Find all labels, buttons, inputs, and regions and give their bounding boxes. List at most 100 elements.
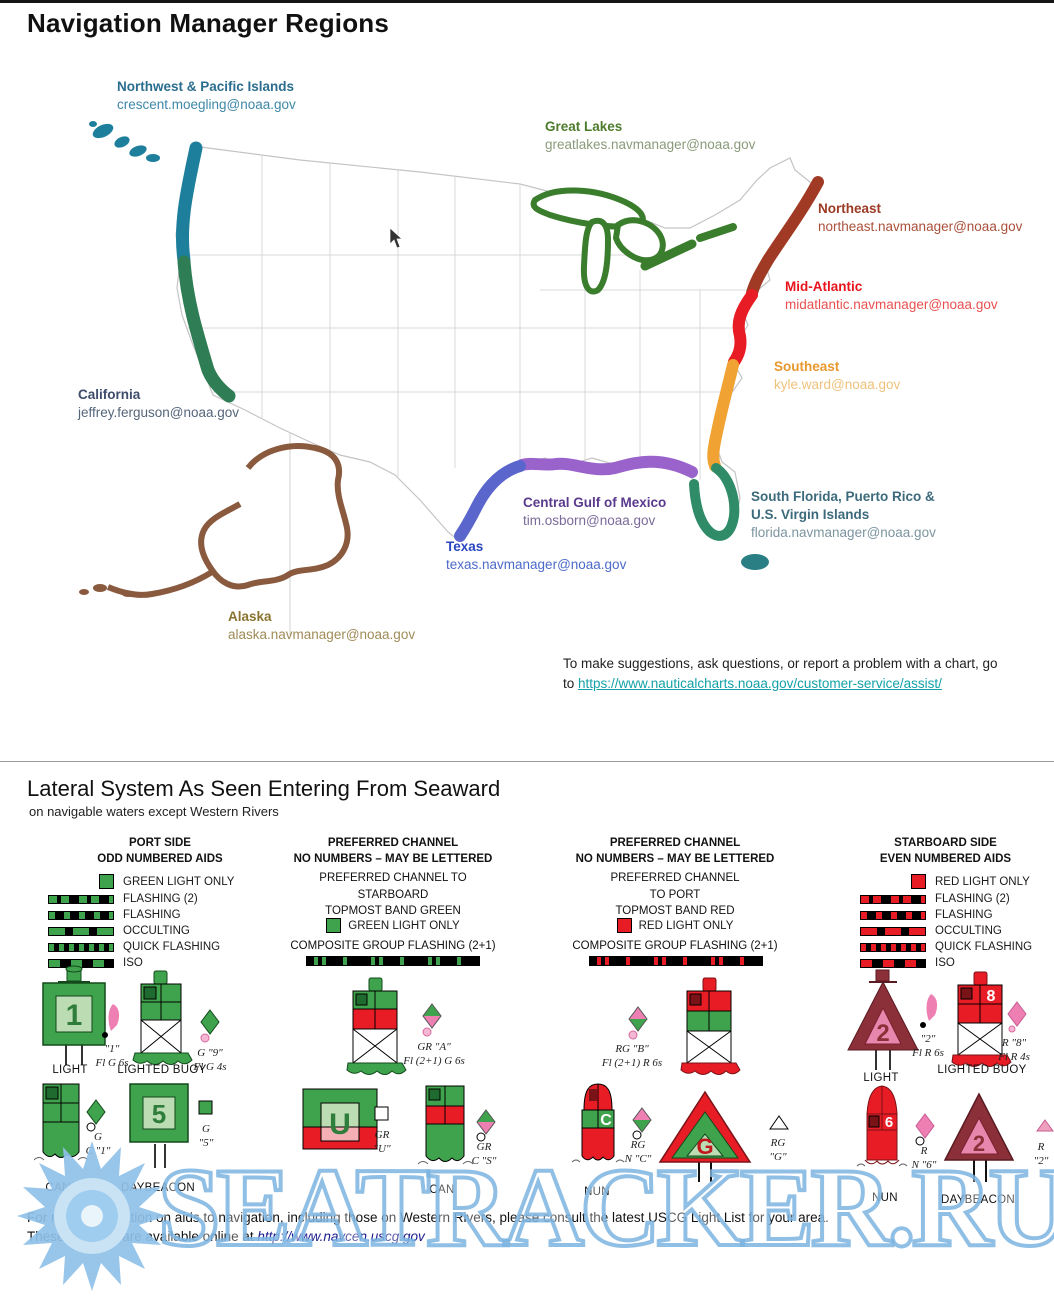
footer-info: For more information on aids to navigati…: [27, 1210, 829, 1244]
region-label-mid-atlantic: Mid-Atlantic midatlantic.navmanager@noaa…: [785, 279, 998, 312]
chart-symbol-label: RG "G": [769, 1137, 787, 1164]
preferred-starboard-daybeacon-figure: U: [302, 1088, 378, 1150]
chart-symbol-label: "1" Fl G 6s: [95, 1043, 129, 1070]
region-label-central-gulf: Central Gulf of Mexico tim.osborn@noaa.g…: [523, 495, 667, 528]
region-label-california: California jeffrey.ferguson@noaa.gov: [78, 387, 240, 420]
map-region-central-gulf: [516, 455, 698, 478]
port-daybeacon-figure: 5: [129, 1083, 189, 1168]
region-email[interactable]: florida.navmanager@noaa.gov: [751, 524, 936, 540]
mouse-cursor: [389, 227, 403, 249]
port-light-figure: 1: [42, 965, 106, 1065]
chart-symbol-daybeacon: [374, 1106, 389, 1121]
map-region-great-lakes: [530, 187, 737, 295]
assist-link[interactable]: https://www.nauticalcharts.noaa.gov/cust…: [578, 675, 942, 691]
region-email[interactable]: northeast.navmanager@noaa.gov: [818, 218, 1023, 234]
red-light-swatch: [911, 874, 926, 889]
map-region-southeast: [707, 359, 739, 472]
chart-symbol-nun: [915, 1113, 935, 1146]
chart-symbol-label: "2" Fl R 6s: [912, 1033, 944, 1060]
chart-symbol-light: [920, 994, 938, 1028]
figure-caption: NUN: [584, 1186, 610, 1198]
navcen-link[interactable]: http://www.navcen.uscg.gov: [257, 1228, 425, 1244]
map-region-california: [177, 255, 236, 403]
chart-symbol-label: GR "U": [373, 1129, 391, 1156]
svg-text:1: 1: [66, 999, 83, 1032]
occulting-bar: [48, 926, 114, 936]
chart-symbol-label: G "9" Fl G 4s: [193, 1047, 227, 1074]
region-label-south-florida: South Florida, Puerto Rico & U.S. Virgin…: [751, 488, 963, 541]
green-light-swatch: [326, 918, 342, 933]
us-regions-map: [79, 121, 824, 635]
port-side-legend: GREEN LIGHT ONLY FLASHING (2) FLASHING O…: [40, 874, 234, 969]
figure-caption: CAN: [45, 1182, 71, 1194]
preferred-starboard-buoy-figure: [346, 977, 407, 1075]
chart-symbol-label: R "2": [1033, 1141, 1049, 1168]
flashing2-bar: [860, 894, 926, 904]
chart-symbol-daybeacon: [198, 1100, 213, 1115]
preferred-starboard-can-figure: [418, 1085, 474, 1165]
chart-symbol-label: G "5": [198, 1123, 214, 1150]
chart-symbol-label: RG "B" Fl (2+1) R 6s: [601, 1043, 663, 1070]
col3-composite-label: COMPOSITE GROUP FLASHING (2+1): [572, 940, 778, 952]
svg-text:U: U: [329, 1108, 351, 1141]
col2-subheader: PREFERRED CHANNEL TO STARBOARD TOPMOST BAN…: [319, 872, 467, 918]
figure-caption: LIGHT: [863, 1072, 899, 1084]
preferred-port-buoy-figure: [680, 977, 741, 1075]
region-email[interactable]: kyle.ward@noaa.gov: [774, 376, 901, 392]
col3-subheader: PREFERRED CHANNEL TO PORT TOPMOST BAND RED: [610, 872, 740, 918]
svg-text:2: 2: [973, 1131, 985, 1156]
col4-header: STARBOARD SIDE EVEN NUMBERED AIDS: [879, 837, 1012, 865]
figure-caption: CAN: [429, 1184, 455, 1196]
starboard-side-legend: RED LIGHT ONLY FLASHING (2) FLASHING OCC…: [852, 874, 1032, 969]
chart-symbol-can: [86, 1099, 106, 1132]
chart-symbol-label: GR C "S": [471, 1141, 497, 1168]
svg-text:2: 2: [876, 1020, 889, 1047]
col2-green-light-only: GREEN LIGHT ONLY: [288, 918, 498, 933]
quick-flashing-bar: [860, 942, 926, 952]
col3-header: PREFERRED CHANNEL NO NUMBERS – MAY BE LET…: [575, 837, 775, 865]
region-label-alaska: Alaska alaska.navmanager@noaa.gov: [228, 609, 416, 642]
region-label-southeast: Southeast kyle.ward@noaa.gov: [774, 359, 901, 392]
col2-composite-bar: [306, 956, 480, 966]
green-light-swatch: [99, 874, 114, 889]
chart-symbol-lighted-buoy: [1007, 1001, 1027, 1033]
starboard-lighted-buoy-figure: 8: [951, 971, 1012, 1067]
region-email[interactable]: tim.osborn@noaa.gov: [523, 512, 656, 528]
region-email[interactable]: crescent.moegling@noaa.gov: [117, 96, 296, 112]
svg-text:5: 5: [152, 1099, 166, 1129]
window-top-edge: [0, 0, 1054, 3]
map-region-hawaii: [89, 121, 160, 162]
region-email[interactable]: jeffrey.ferguson@noaa.gov: [78, 404, 240, 420]
port-lighted-buoy-figure: [132, 970, 193, 1065]
svg-text:8: 8: [987, 988, 996, 1005]
region-label-northeast: Northeast northeast.navmanager@noaa.gov: [818, 201, 1023, 234]
map-region-alaska: [106, 443, 351, 598]
chart-feedback-note: To make suggestions, ask questions, or r…: [563, 656, 998, 691]
region-label-texas: Texas texas.navmanager@noaa.gov: [446, 539, 627, 572]
map-region-puerto-rico: [741, 554, 769, 570]
lateral-section-title: Lateral System As Seen Entering From Sea…: [27, 776, 501, 801]
region-email[interactable]: midatlantic.navmanager@noaa.gov: [785, 296, 998, 312]
chart-symbol-daybeacon: [769, 1115, 789, 1130]
figure-caption: DAYBEACON: [940, 1194, 1016, 1206]
region-email[interactable]: greatlakes.navmanager@noaa.gov: [545, 136, 756, 152]
chart-symbol-lighted-buoy: [422, 1003, 442, 1037]
section-divider: [0, 761, 1054, 762]
port-can-figure: [34, 1083, 89, 1161]
region-email[interactable]: texas.navmanager@noaa.gov: [446, 556, 627, 572]
col3-composite-bar: [589, 956, 763, 966]
chart-symbol-nun: [632, 1107, 652, 1140]
iso-bar: [860, 958, 926, 968]
flashing-bar: [860, 910, 926, 920]
map-region-texas: [454, 460, 526, 542]
page-title: Navigation Manager Regions: [27, 8, 390, 38]
figure-caption: DAYBEACON: [120, 1182, 196, 1194]
figure-caption: NUN: [872, 1192, 898, 1204]
map-alaska-islands: [79, 584, 134, 597]
region-email[interactable]: alaska.navmanager@noaa.gov: [228, 626, 416, 642]
col2-composite-label: COMPOSITE GROUP FLASHING (2+1): [290, 940, 496, 952]
map-region-northeast: [746, 176, 824, 299]
chart-symbol-daybeacon: [1036, 1119, 1054, 1132]
